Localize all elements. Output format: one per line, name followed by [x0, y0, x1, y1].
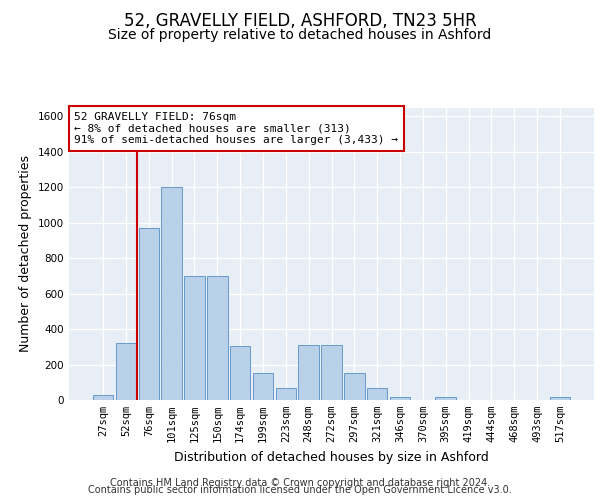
Bar — [390, 398, 410, 400]
Bar — [139, 228, 159, 400]
Bar — [116, 344, 136, 400]
Bar — [321, 345, 342, 400]
Bar — [161, 188, 182, 400]
Bar — [230, 346, 250, 400]
Bar — [298, 345, 319, 400]
Bar — [275, 388, 296, 400]
Bar — [550, 398, 570, 400]
X-axis label: Distribution of detached houses by size in Ashford: Distribution of detached houses by size … — [174, 450, 489, 464]
Bar — [253, 374, 273, 400]
Text: Size of property relative to detached houses in Ashford: Size of property relative to detached ho… — [109, 28, 491, 42]
Bar — [93, 394, 113, 400]
Bar — [207, 276, 227, 400]
Y-axis label: Number of detached properties: Number of detached properties — [19, 155, 32, 352]
Bar — [367, 388, 388, 400]
Text: 52 GRAVELLY FIELD: 76sqm
← 8% of detached houses are smaller (313)
91% of semi-d: 52 GRAVELLY FIELD: 76sqm ← 8% of detache… — [74, 112, 398, 145]
Text: Contains public sector information licensed under the Open Government Licence v3: Contains public sector information licen… — [88, 485, 512, 495]
Text: 52, GRAVELLY FIELD, ASHFORD, TN23 5HR: 52, GRAVELLY FIELD, ASHFORD, TN23 5HR — [124, 12, 476, 30]
Bar — [344, 374, 365, 400]
Bar — [184, 276, 205, 400]
Bar — [436, 398, 456, 400]
Text: Contains HM Land Registry data © Crown copyright and database right 2024.: Contains HM Land Registry data © Crown c… — [110, 478, 490, 488]
